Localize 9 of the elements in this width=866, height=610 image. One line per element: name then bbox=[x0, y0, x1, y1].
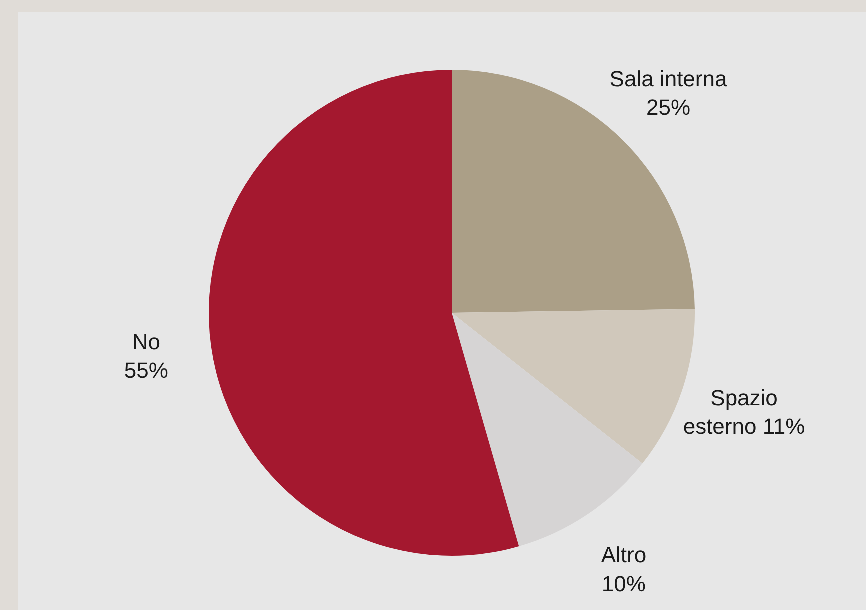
slice-label: Spazio esterno 11% bbox=[683, 385, 806, 440]
data-label: 25% bbox=[646, 95, 691, 120]
slice-label: No bbox=[132, 329, 160, 354]
slice-label: Altro bbox=[601, 542, 647, 568]
data-label: 10% bbox=[602, 571, 646, 596]
data-label: 55% bbox=[124, 358, 168, 384]
pie-slice bbox=[209, 70, 520, 556]
slice-label: Sala interna bbox=[610, 66, 728, 92]
pie-slice bbox=[452, 313, 643, 547]
